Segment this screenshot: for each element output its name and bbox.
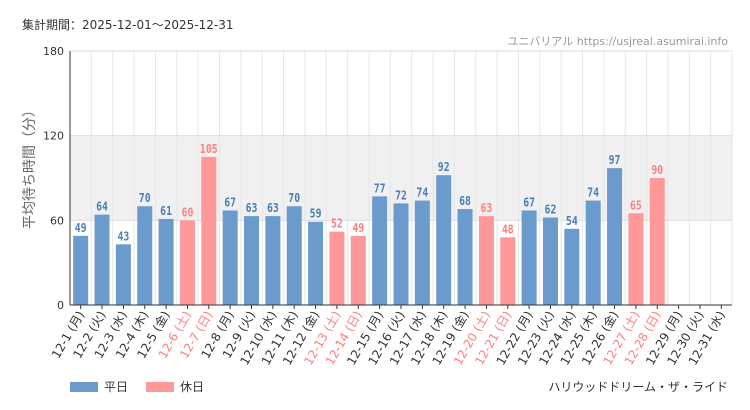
value-label: 62: [545, 203, 557, 217]
bar-holiday: [478, 216, 494, 305]
value-label: 48: [502, 222, 514, 236]
legend-swatch-holiday: [146, 381, 175, 392]
bar-holiday: [201, 156, 217, 305]
bars: [73, 156, 665, 305]
bar-weekday: [457, 209, 473, 305]
y-tick-label: 120: [43, 130, 64, 143]
value-label: 97: [609, 153, 621, 167]
bar-weekday: [222, 210, 238, 305]
y-axis-label: 平均待ち時間（分）: [22, 103, 38, 229]
value-label: 105: [200, 142, 218, 156]
y-tick-labels: 0 60 120 180: [43, 45, 64, 312]
bar-weekday: [414, 200, 430, 305]
bar-weekday: [308, 221, 324, 305]
value-label: 49: [75, 221, 87, 235]
value-label: 63: [246, 201, 258, 215]
value-labels: 49 64 43 70 61 60 105 67 63 63 70 59 52 49 77 72 74 92 68 6…: [75, 142, 663, 244]
bar-holiday: [329, 231, 345, 305]
value-label: 68: [459, 194, 471, 208]
value-label: 60: [182, 205, 194, 219]
bar-weekday: [372, 196, 388, 305]
legend-label-weekday: 平日: [104, 380, 129, 394]
value-label: 70: [288, 191, 300, 205]
bar-holiday: [179, 220, 195, 305]
source-credit: ユニバリアル https://usjreal.asumirai.info: [507, 35, 728, 48]
value-label: 67: [523, 196, 535, 210]
bar-weekday: [158, 218, 174, 305]
value-label: 67: [224, 196, 236, 210]
bar-holiday: [350, 235, 366, 305]
value-label: 63: [480, 201, 492, 215]
value-label: 54: [566, 214, 578, 228]
bar-weekday: [73, 235, 89, 305]
value-label: 90: [651, 163, 663, 177]
bar-weekday: [607, 168, 623, 305]
period-text: 集計期間：2025-12-01〜2025-12-31: [22, 18, 234, 32]
value-label: 61: [160, 204, 172, 218]
value-label: 52: [331, 217, 343, 231]
legend-item-holiday: 休日: [146, 378, 204, 395]
bar-weekday: [542, 217, 558, 305]
legend-item-weekday: 平日: [70, 378, 128, 395]
value-label: 63: [267, 201, 279, 215]
bar-weekday: [564, 228, 580, 305]
x-tick-labels: 12-1 (月)12-2 (火)12-3 (水)12-4 (木)12-5 (金)…: [49, 305, 728, 368]
bar-weekday: [521, 210, 537, 305]
legend-label-holiday: 休日: [180, 380, 205, 394]
value-label: 64: [96, 200, 108, 214]
value-label: 74: [587, 186, 599, 200]
bar-weekday: [393, 203, 409, 305]
y-tick-label: 0: [57, 299, 64, 312]
value-label: 43: [117, 229, 129, 243]
bar-holiday: [649, 178, 665, 305]
legend: 平日 休日: [70, 378, 204, 395]
value-label: 92: [438, 160, 450, 174]
value-label: 65: [630, 198, 642, 212]
bar-weekday: [436, 175, 452, 305]
bar-weekday: [137, 206, 153, 305]
bar-weekday: [286, 206, 302, 305]
value-label: 74: [416, 186, 428, 200]
value-label: 77: [374, 181, 386, 195]
y-tick-label: 180: [43, 45, 64, 58]
value-label: 49: [352, 221, 364, 235]
legend-swatch-weekday: [70, 381, 98, 392]
attraction-name: ハリウッドドリーム・ザ・ライド: [548, 380, 728, 394]
bar-weekday: [585, 200, 601, 305]
bar-weekday: [265, 216, 281, 305]
bar-holiday: [500, 237, 516, 305]
value-label: 59: [310, 207, 322, 221]
value-label: 72: [395, 188, 407, 202]
y-tick-label: 60: [50, 214, 64, 227]
bar-holiday: [628, 213, 644, 305]
bar-weekday: [94, 214, 110, 305]
bar-weekday: [115, 244, 131, 305]
bar-weekday: [244, 216, 260, 305]
value-label: 70: [139, 191, 151, 205]
